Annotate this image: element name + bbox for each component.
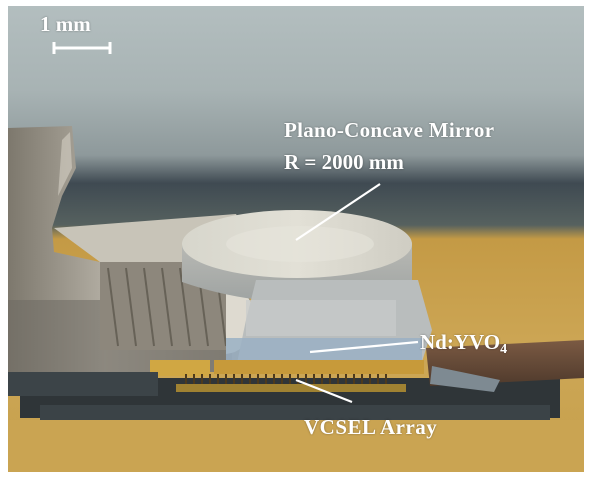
- mirror-label-line1: Plano-Concave Mirror: [284, 118, 495, 142]
- crystal-leader-line: [309, 340, 419, 354]
- crystal-label: Nd:YVO4: [420, 330, 507, 358]
- vcsel-label: VCSEL Array: [304, 415, 438, 439]
- crystal-label-subscript: 4: [500, 342, 508, 357]
- scale-bar: [52, 42, 112, 54]
- crystal-label-main: Nd:YVO: [420, 330, 501, 354]
- mirror-leader-line: [295, 183, 381, 241]
- mirror-label-line2: R = 2000 mm: [284, 150, 404, 174]
- scale-bar-label: 1 mm: [40, 12, 91, 36]
- vcsel-leader-line: [295, 378, 353, 404]
